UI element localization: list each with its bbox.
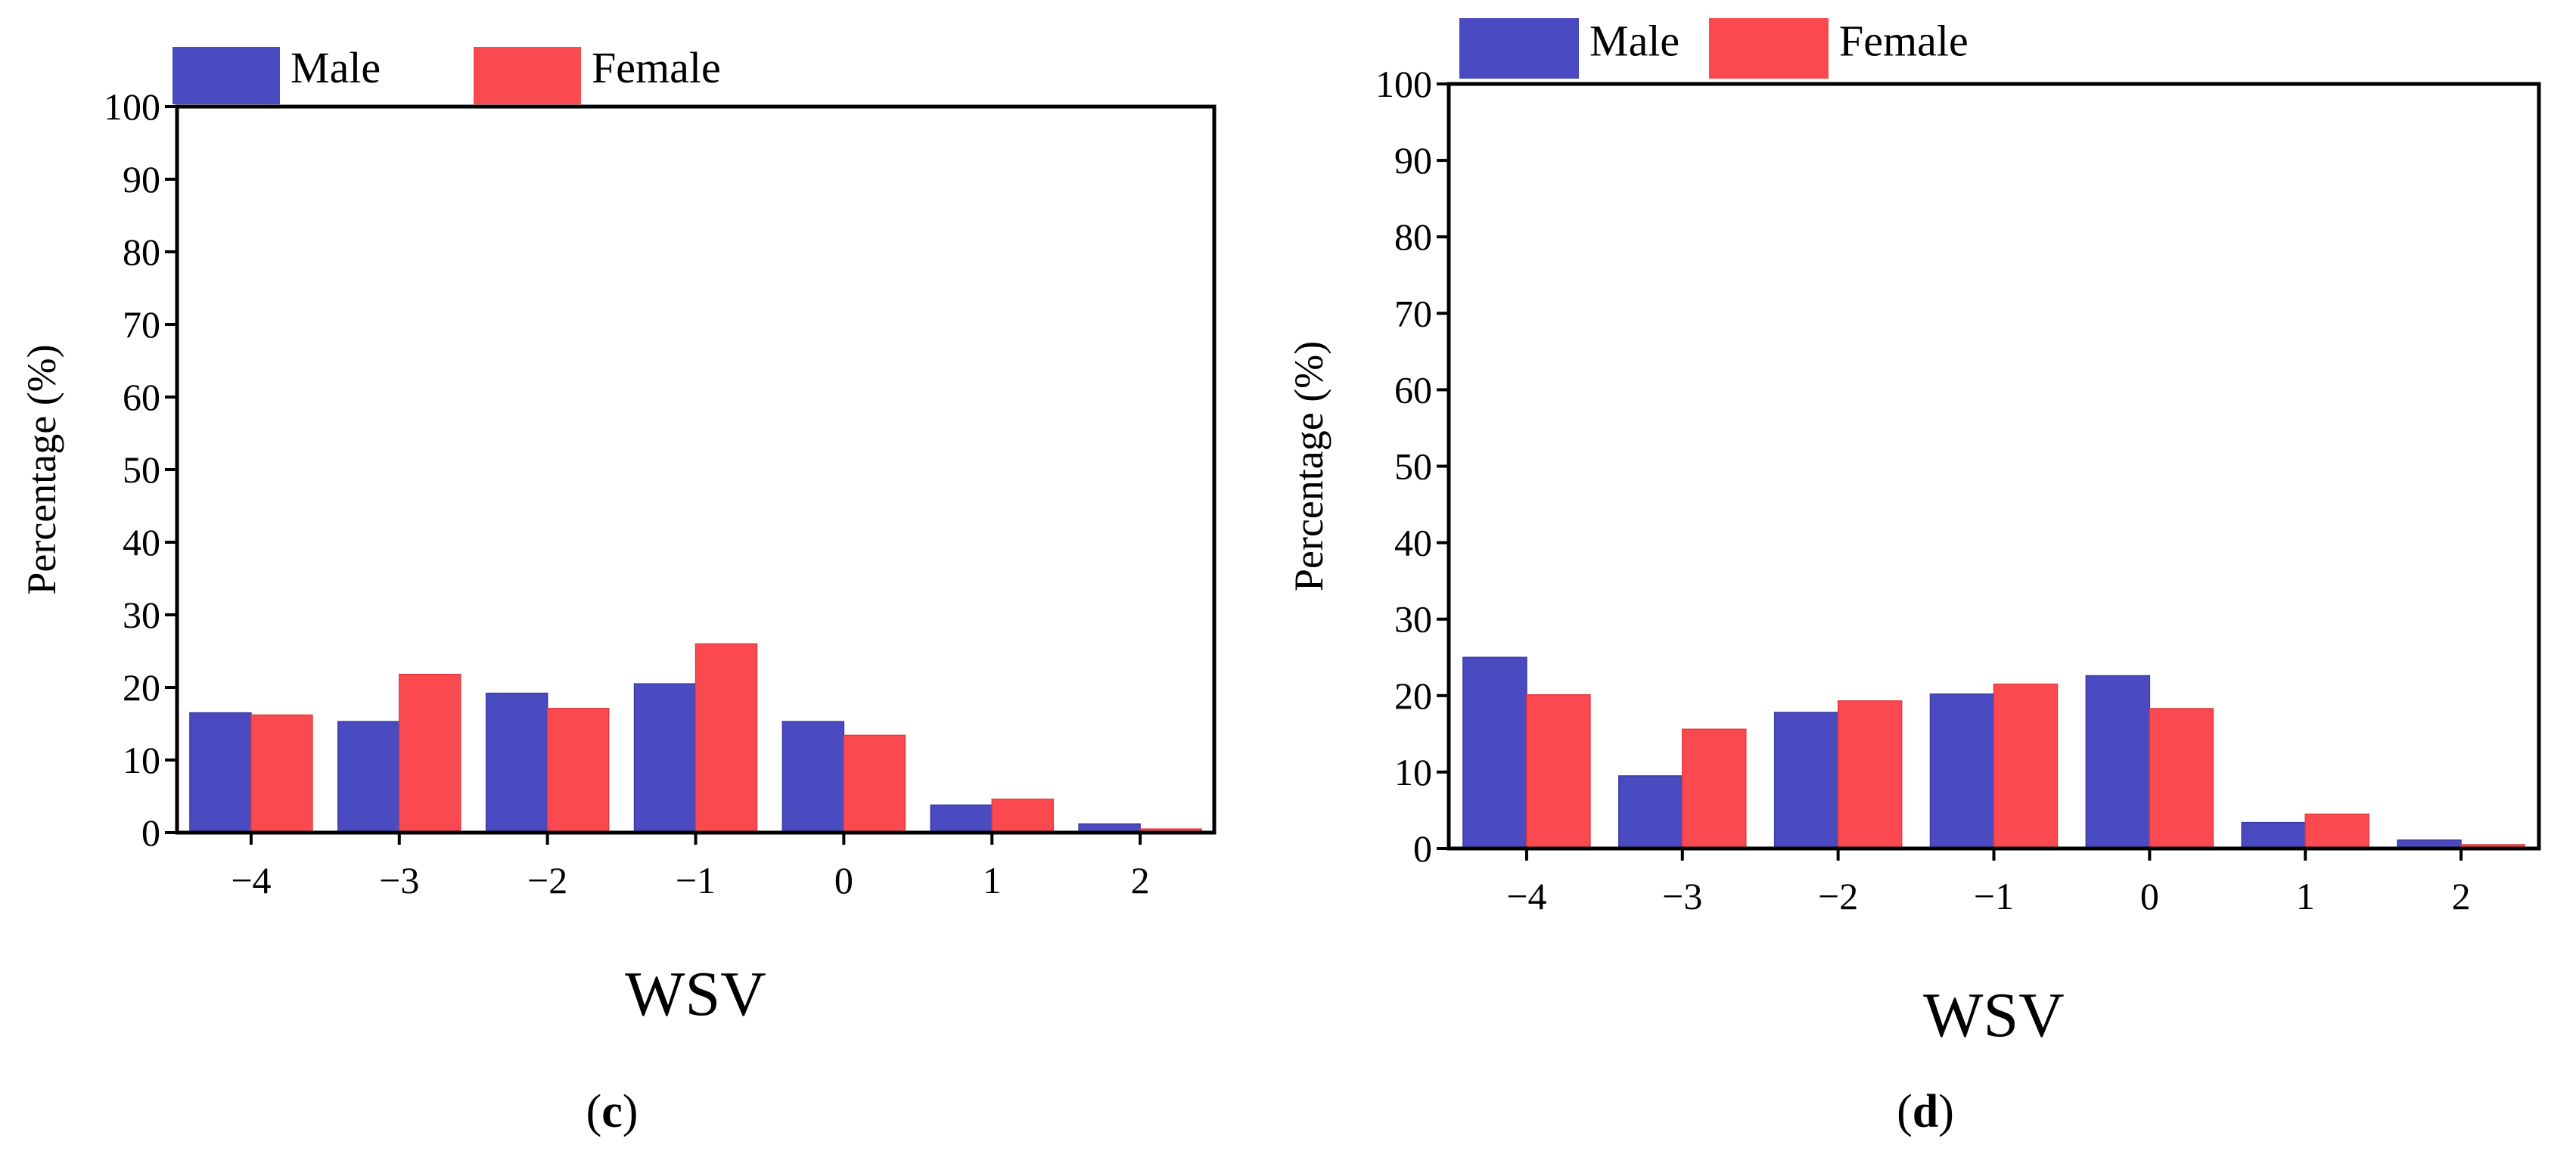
x-tick-label: 1 <box>2296 875 2315 917</box>
y-tick-label: 40 <box>123 521 160 563</box>
y-tick-label: 50 <box>1394 445 1432 488</box>
bar-female-3 <box>1993 683 2059 849</box>
y-tick-label: 80 <box>123 231 160 273</box>
x-tick-label: 1 <box>983 859 1002 901</box>
panel-letter: d <box>1913 1086 1938 1137</box>
y-tick-label: 10 <box>123 739 160 781</box>
bar-female-0 <box>1526 694 1591 849</box>
bar-female-4 <box>2149 708 2214 849</box>
y-tick-label: 100 <box>104 85 160 128</box>
y-axis-title: Percentage (%) <box>19 344 64 594</box>
x-tick-label: 0 <box>2140 875 2159 917</box>
y-tick-label: 50 <box>123 448 160 491</box>
legend-swatch-female <box>474 47 581 104</box>
x-tick-label: −4 <box>231 859 271 901</box>
y-tick-label: 60 <box>1394 368 1432 411</box>
legend-label-male: Male <box>291 43 381 92</box>
bar-female-1 <box>399 673 461 833</box>
y-tick-label: 30 <box>123 594 160 636</box>
bar-female-0 <box>250 714 313 833</box>
bar-female-2 <box>546 708 610 833</box>
legend-swatch-male <box>1459 18 1579 79</box>
bar-male-5 <box>930 804 993 833</box>
bar-female-2 <box>1837 700 1903 849</box>
legend-swatch-male <box>172 47 280 104</box>
x-tick-label: 2 <box>1131 859 1150 901</box>
y-axis-title: Percentage (%) <box>1286 341 1332 591</box>
bar-male-0 <box>1462 656 1527 849</box>
y-tick-label: 10 <box>1394 751 1432 793</box>
bar-male-4 <box>2085 675 2151 849</box>
bar-male-0 <box>189 712 252 833</box>
legend-label-female: Female <box>1839 17 1969 66</box>
x-tick-label: −3 <box>379 859 419 901</box>
y-tick-label: 60 <box>123 376 160 418</box>
legend-swatch-female <box>1709 18 1829 79</box>
x-tick-label: −1 <box>1974 875 2014 917</box>
y-tick-label: 90 <box>123 158 160 200</box>
bar-male-3 <box>633 683 697 833</box>
y-tick-label: 70 <box>1394 292 1432 334</box>
y-tick-label: 30 <box>1394 598 1432 641</box>
bar-male-2 <box>485 692 548 833</box>
x-tick-label: −3 <box>1662 875 1702 917</box>
bar-male-3 <box>1929 693 1995 849</box>
y-tick-label: 0 <box>1413 827 1432 870</box>
bar-male-5 <box>2241 821 2306 849</box>
bar-female-4 <box>843 734 906 833</box>
y-tick-label: 70 <box>123 303 160 346</box>
bar-male-1 <box>337 721 400 833</box>
y-tick-label: 0 <box>141 811 160 854</box>
x-tick-label: 2 <box>2452 875 2471 917</box>
y-tick-label: 20 <box>123 666 160 709</box>
bar-male-1 <box>1618 775 1683 849</box>
bar-female-1 <box>1682 728 1747 849</box>
bar-male-4 <box>782 721 845 833</box>
bar-male-2 <box>1773 712 1839 849</box>
legend-label-female: Female <box>592 43 721 92</box>
panel-label: (d) <box>1897 1086 1954 1137</box>
panel-letter: c <box>601 1086 623 1137</box>
y-tick-label: 40 <box>1394 522 1432 564</box>
x-tick-label: −2 <box>1818 875 1858 917</box>
bar-female-5 <box>2304 813 2369 849</box>
bar-female-3 <box>694 643 758 833</box>
y-tick-label: 90 <box>1394 139 1432 181</box>
x-tick-label: −1 <box>676 859 716 901</box>
x-axis-title: WSV <box>1923 980 2065 1050</box>
x-axis-title: WSV <box>625 959 766 1029</box>
bar-female-5 <box>991 799 1054 833</box>
x-tick-label: −4 <box>1506 875 1546 917</box>
x-tick-label: 0 <box>834 859 853 901</box>
y-tick-label: 100 <box>1375 63 1432 105</box>
panel-label: (c) <box>586 1086 639 1137</box>
x-tick-label: −2 <box>527 859 567 901</box>
y-tick-label: 20 <box>1394 675 1432 717</box>
y-tick-label: 80 <box>1394 216 1432 258</box>
legend-label-male: Male <box>1589 17 1680 66</box>
